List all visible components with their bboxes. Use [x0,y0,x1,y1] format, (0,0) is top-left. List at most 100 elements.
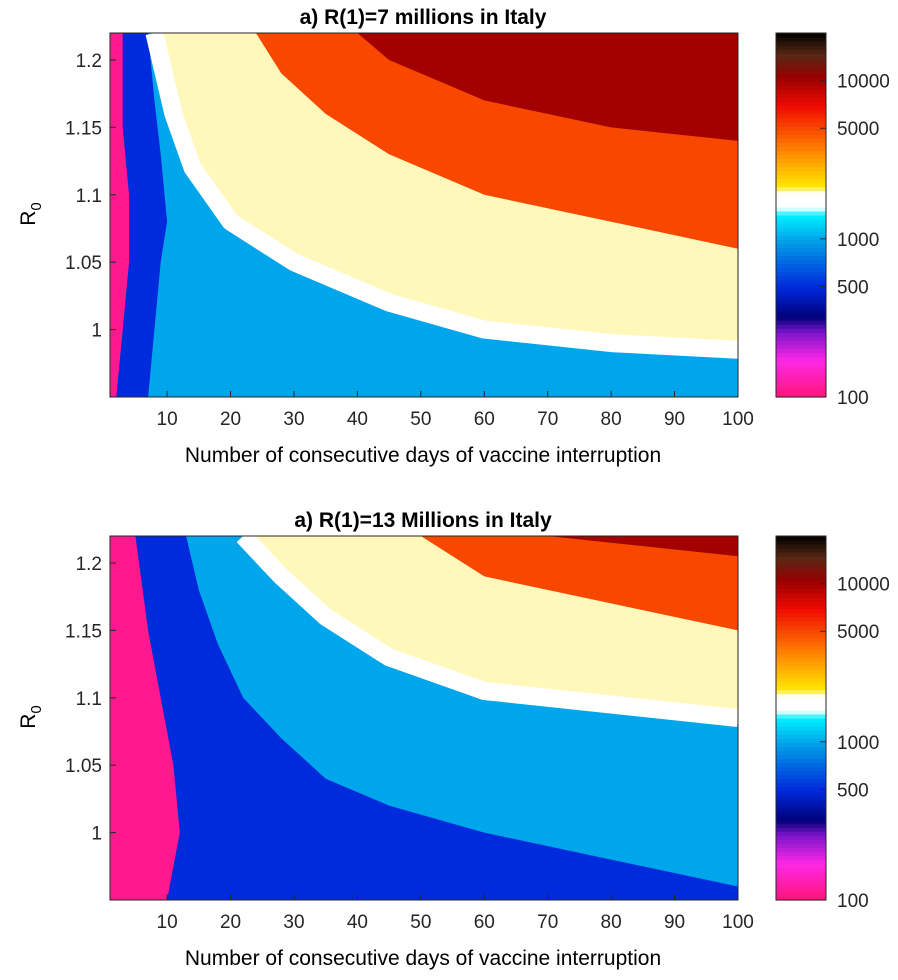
colorbar-segment [776,308,826,313]
colorbar-tick-label: 1000 [837,733,879,754]
chart-2-x-ticks: 10 20 30 40 50 60 70 80 90 100 [157,894,754,933]
colorbar-segment [776,69,826,74]
colorbar-segment [776,356,826,362]
chart-1-colorbar: 100 500 1000 5000 10000 [775,32,890,409]
colorbar-segment [776,762,826,768]
colorbar-segment [776,843,826,848]
colorbar-segment [776,206,826,212]
colorbar-segment [776,588,826,594]
chart-2-y-axis-label-main: R [17,714,40,729]
chart-2-x-axis-label: Number of consecutive days of vaccine in… [185,947,661,970]
colorbar-segment [776,215,826,220]
x-tick-label: 100 [722,912,754,933]
colorbar-segment [776,657,826,662]
colorbar-frame [775,535,827,901]
chart-1-x-ticks: 10 20 30 40 50 60 70 80 90 100 [157,391,754,430]
colorbar-segment [776,863,826,869]
colorbar-segment [776,677,826,683]
colorbar-segment [776,697,826,703]
chart-2-colorbar: 100 500 1000 5000 10000 [775,535,890,912]
colorbar-segment [776,186,826,192]
colorbar-segment [776,859,826,865]
colorbar-segment [776,231,826,236]
x-tick-label: 10 [157,912,178,933]
colorbar-segment [776,247,826,252]
colorbar-segment [776,360,826,366]
colorbar-segment [776,372,826,378]
colorbar-segment [776,113,826,119]
y-tick-label: 1.2 [76,51,102,72]
colorbar-segment [776,778,826,784]
colorbar-segment [776,81,826,87]
heatmap-region-10000 [357,33,738,141]
y-tick-label: 1.15 [65,118,102,139]
colorbar-segment [776,701,826,707]
colorbar-segment [776,85,826,91]
colorbar-segment [776,596,826,602]
colorbar-segment [776,287,826,293]
colorbar-segment [776,211,826,216]
colorbar-segment [776,653,826,658]
colorbar-segment [776,384,826,390]
heatmap-region-10000 [547,536,738,557]
chart-1-y-axis-label-sub: 0 [28,202,45,210]
colorbar-segment [776,616,826,622]
x-tick-label: 60 [474,409,495,430]
colorbar-segment [776,645,826,650]
colorbar-segment [776,320,826,325]
colorbar-segment [776,807,826,812]
y-tick-label: 1.15 [65,621,102,642]
colorbar-segment [776,243,826,248]
colorbar-segment [776,714,826,719]
colorbar-segment [776,117,826,123]
colorbar-segment [776,770,826,776]
colorbar-segment [776,705,826,711]
colorbar-segment [776,194,826,200]
y-tick-label: 1 [91,321,102,342]
colorbar-segment [776,730,826,735]
x-tick-label: 80 [601,409,622,430]
colorbar-segment [776,316,826,321]
x-tick-label: 50 [410,409,431,430]
chart-1-title: a) R(1)=7 millions in Italy [300,6,547,29]
x-tick-label: 30 [283,409,304,430]
colorbar-segment [776,556,826,561]
colorbar-segment [776,540,826,545]
colorbar-segment [776,786,826,792]
colorbar-segment [776,393,826,398]
colorbar-segment [776,802,826,808]
x-tick-label: 10 [157,409,178,430]
colorbar-segment [776,344,826,349]
colorbar-segment [776,576,826,581]
chart-2-heatmap [109,535,739,901]
chart-panel-1: a) R(1)=7 millions in Italy 10 20 30 40 50 60… [17,6,890,467]
x-tick-label: 30 [283,912,304,933]
colorbar-segment [776,324,826,329]
colorbar-segment [776,689,826,695]
colorbar-segment [776,746,826,751]
chart-1-y-ticks: 1 1.05 1.1 1.15 1.2 [65,51,116,342]
chart-2-y-axis-label-sub: 0 [28,705,45,713]
colorbar-segment [776,37,826,42]
colorbar-segment [776,544,826,549]
colorbar-segment [776,271,826,277]
colorbar-segment [776,734,826,739]
colorbar-segment [776,219,826,224]
colorbar-segment [776,299,826,305]
colorbar-segment [776,61,826,66]
colorbar-segment [776,340,826,345]
colorbar-segment [776,101,826,107]
colorbar-segment [776,267,826,273]
colorbar-segment [776,560,826,565]
x-tick-label: 90 [664,912,685,933]
colorbar-segment [776,750,826,755]
x-tick-label: 70 [537,912,558,933]
colorbar-segment [776,584,826,590]
x-tick-label: 40 [347,409,368,430]
plot-frame [109,535,739,901]
colorbar-segment [776,166,826,172]
chart-2-title: a) R(1)=13 Millions in Italy [294,509,552,532]
colorbar-segment [776,33,826,38]
colorbar-segment [776,633,826,638]
